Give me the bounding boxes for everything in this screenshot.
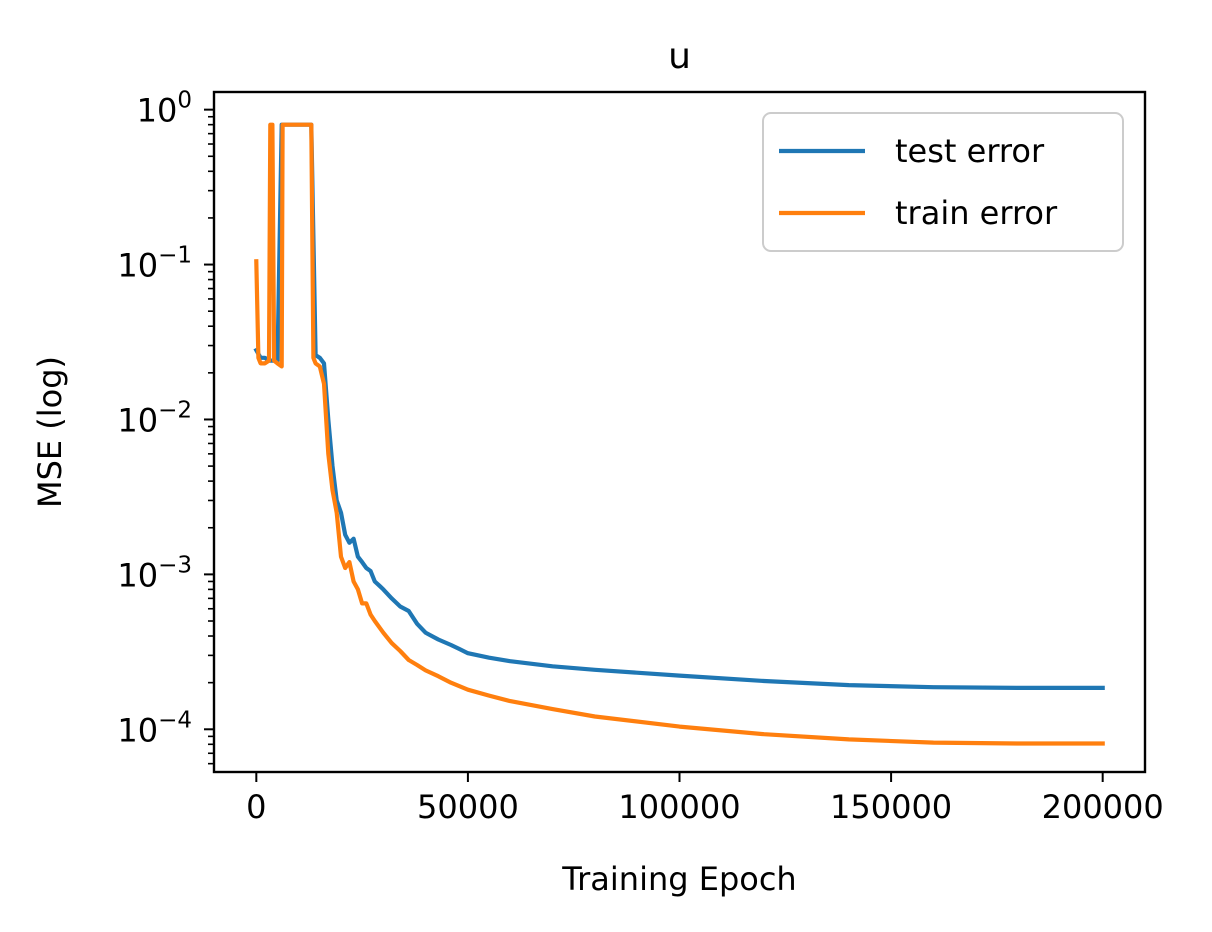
legend-box xyxy=(762,112,1124,252)
legend: test error train error xyxy=(762,112,1124,252)
y-tick-exponent: −2 xyxy=(158,397,192,423)
x-axis: 0 50000 100000 150000 200000 xyxy=(246,772,1164,826)
x-tick-label: 50000 xyxy=(417,788,519,826)
x-axis-label: Training Epoch xyxy=(561,860,796,898)
y-tick-exponent: −1 xyxy=(158,243,192,269)
x-tick-label: 200000 xyxy=(1042,788,1164,826)
y-tick-base: 10 xyxy=(117,556,158,594)
y-tick-base: 10 xyxy=(117,711,158,749)
y-tick-exponent: −4 xyxy=(158,707,192,733)
y-axis-label: MSE (log) xyxy=(31,356,69,508)
y-tick-label: 10−3 xyxy=(117,552,192,594)
y-tick-base: 10 xyxy=(117,247,158,285)
plot-layer xyxy=(253,122,1105,746)
x-tick-label: 100000 xyxy=(618,788,740,826)
y-tick-label: 10−1 xyxy=(117,243,192,285)
series-line-train-error xyxy=(254,122,1105,746)
y-tick-label: 10−2 xyxy=(117,397,192,439)
chart-title: u xyxy=(668,36,691,77)
y-tick-base: 10 xyxy=(137,92,178,130)
x-tick-label: 150000 xyxy=(830,788,952,826)
legend-label: test error xyxy=(895,132,1045,170)
y-tick-label: 10−4 xyxy=(117,707,192,749)
y-tick-exponent: −3 xyxy=(158,552,192,578)
y-tick-exponent: 0 xyxy=(177,88,192,114)
legend-label: train error xyxy=(895,194,1058,232)
y-tick-label: 100 xyxy=(137,88,192,130)
y-tick-base: 10 xyxy=(117,401,158,439)
x-tick-label: 0 xyxy=(246,788,266,826)
